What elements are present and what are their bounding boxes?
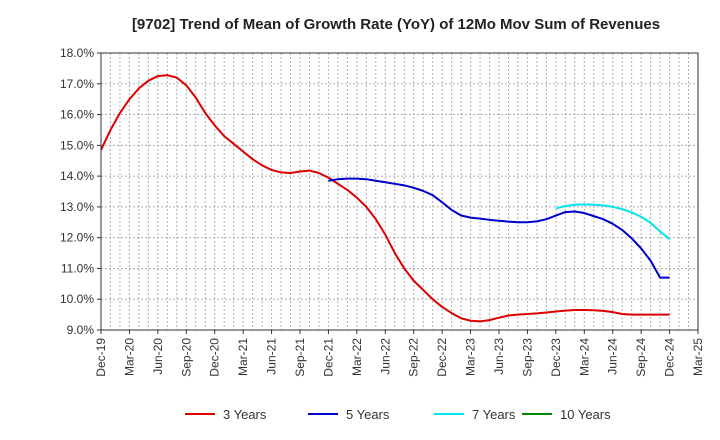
x-tick-label: Dec-19 bbox=[94, 338, 108, 377]
x-axis-ticks: Dec-19 Mar-20 Jun-20 Sep-20 Dec-20 Mar-21 Jun-… bbox=[94, 330, 705, 377]
x-tick-label: Dec-24 bbox=[663, 338, 677, 377]
x-tick-label: Dec-22 bbox=[435, 338, 449, 377]
series-line-3-years bbox=[100, 74, 670, 323]
y-tick-label: 10.0% bbox=[60, 292, 94, 306]
y-tick-label: 9.0% bbox=[67, 323, 95, 337]
chart-title: [9702] Trend of Mean of Growth Rate (YoY… bbox=[132, 16, 660, 33]
x-tick-label: Jun-23 bbox=[492, 338, 506, 375]
x-tick-label: Jun-22 bbox=[378, 338, 392, 375]
legend-label-10-years: 10 Years bbox=[560, 407, 611, 422]
x-tick-label: Dec-23 bbox=[549, 338, 563, 377]
y-tick-label: 13.0% bbox=[60, 200, 94, 214]
x-tick-label: Mar-25 bbox=[691, 338, 705, 376]
y-tick-label: 11.0% bbox=[61, 261, 94, 275]
grid bbox=[101, 53, 698, 330]
legend: 3 Years 5 Years 7 Years 10 Years bbox=[185, 407, 611, 422]
y-tick-label: 15.0% bbox=[60, 138, 94, 152]
y-tick-label: 14.0% bbox=[60, 169, 94, 183]
x-tick-label: Dec-20 bbox=[208, 338, 222, 377]
x-tick-label: Mar-22 bbox=[350, 338, 364, 376]
series-lines bbox=[100, 74, 671, 323]
legend-label-5-years: 5 Years bbox=[346, 407, 390, 422]
series-line-5-years bbox=[328, 177, 670, 279]
x-tick-label: Dec-21 bbox=[321, 338, 335, 377]
x-tick-label: Sep-23 bbox=[520, 338, 534, 377]
x-tick-label: Jun-20 bbox=[151, 338, 165, 375]
y-tick-label: 17.0% bbox=[60, 77, 94, 91]
x-tick-label: Sep-24 bbox=[634, 338, 648, 377]
x-tick-label: Sep-21 bbox=[293, 338, 307, 377]
x-tick-label: Sep-22 bbox=[407, 338, 421, 377]
x-tick-label: Sep-20 bbox=[179, 338, 193, 377]
series-line-7-years bbox=[555, 203, 671, 240]
x-tick-label: Mar-24 bbox=[577, 338, 591, 376]
x-tick-label: Mar-23 bbox=[464, 338, 478, 376]
plot-frame bbox=[100, 52, 699, 331]
y-tick-label: 18.0% bbox=[60, 46, 94, 60]
x-tick-label: Mar-20 bbox=[122, 338, 136, 376]
y-tick-label: 16.0% bbox=[60, 108, 94, 122]
legend-label-3-years: 3 Years bbox=[223, 407, 267, 422]
y-tick-label: 12.0% bbox=[60, 231, 94, 245]
y-axis-ticks: 9.0% 10.0% 11.0% 12.0% 13.0% 14.0% 15.0% 16.0% 1… bbox=[60, 46, 101, 337]
legend-label-7-years: 7 Years bbox=[472, 407, 516, 422]
x-tick-label: Jun-21 bbox=[265, 338, 279, 375]
x-tick-label: Jun-24 bbox=[606, 338, 620, 375]
x-tick-label: Mar-21 bbox=[236, 338, 250, 376]
